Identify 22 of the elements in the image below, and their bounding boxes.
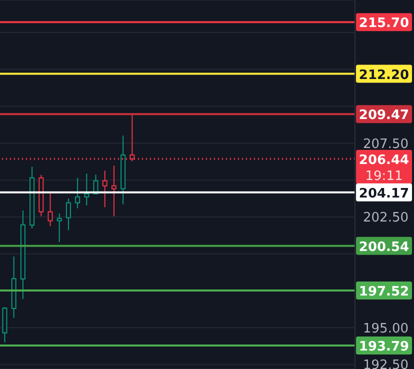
ref-line-label: 197.52 bbox=[358, 284, 410, 300]
candlestick bbox=[102, 170, 108, 208]
y-tick-label: 192.50 bbox=[363, 358, 408, 369]
ref-line-label: 215.70 bbox=[358, 16, 410, 32]
candlestick bbox=[66, 198, 71, 231]
y-tick-label: 202.50 bbox=[363, 210, 408, 226]
ref-line-label: 193.79 bbox=[358, 340, 410, 355]
candlestick bbox=[111, 165, 116, 217]
ref-line-label: 204.17 bbox=[358, 186, 410, 202]
ref-line-label: 200.54 bbox=[358, 240, 410, 255]
ref-line-label: 209.47 bbox=[358, 108, 410, 124]
y-tick-label: 195.00 bbox=[363, 321, 408, 336]
y-tick-label: 207.50 bbox=[363, 136, 408, 152]
candlestick bbox=[84, 173, 90, 206]
text: 19:11 bbox=[365, 168, 403, 184]
candlestick bbox=[11, 256, 16, 318]
candlestick bbox=[56, 212, 62, 243]
ref-line-label: 206.44 bbox=[358, 152, 410, 168]
ref-line-label: 212.20 bbox=[358, 68, 410, 83]
candlestick bbox=[75, 177, 80, 209]
candlestick bbox=[20, 210, 26, 300]
candlestick bbox=[120, 135, 126, 205]
